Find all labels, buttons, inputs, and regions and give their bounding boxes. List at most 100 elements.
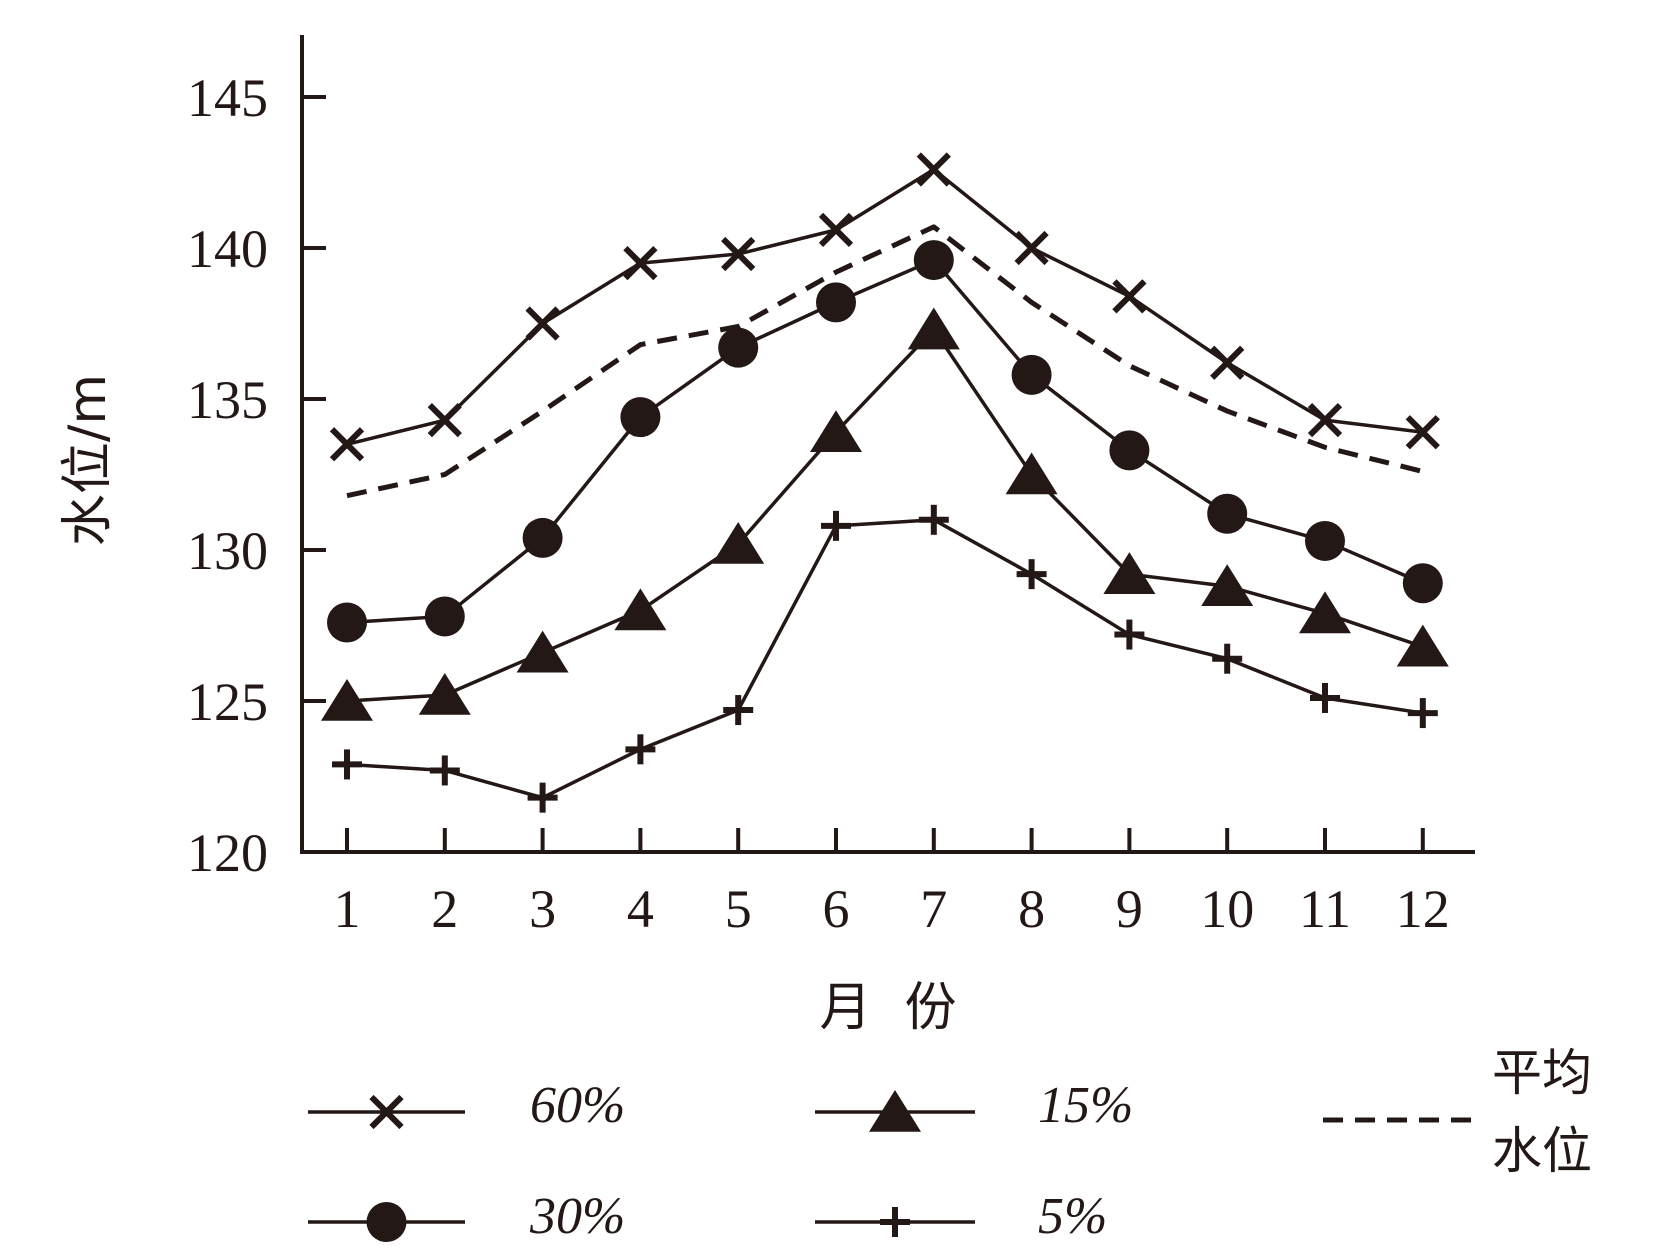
data-point-plus xyxy=(918,504,949,535)
x-marker-stroke xyxy=(1014,230,1049,266)
x-tick-label: 11 xyxy=(1299,879,1351,939)
x-marker-stroke xyxy=(1307,403,1343,438)
data-point-plus xyxy=(723,695,754,726)
data-point-plus xyxy=(1407,698,1438,729)
x-marker-stroke xyxy=(721,236,756,272)
data-point-circle xyxy=(718,327,759,368)
data-point-plus xyxy=(1016,559,1047,590)
data-point-plus xyxy=(332,749,362,780)
data-point-triangle xyxy=(907,307,960,350)
data-point-circle xyxy=(522,517,563,558)
series-line xyxy=(346,518,1424,800)
x-marker-stroke xyxy=(329,427,365,462)
x-marker-stroke xyxy=(623,245,658,281)
x-marker-stroke xyxy=(369,1094,404,1130)
data-point-x xyxy=(525,306,560,341)
series-1 xyxy=(329,152,1440,462)
data-point-plus xyxy=(429,755,460,786)
legend-item-2: 30% xyxy=(308,1188,625,1245)
data-point-plus xyxy=(1114,619,1145,650)
legend-marker-x xyxy=(369,1094,404,1130)
data-point-x xyxy=(1210,345,1245,380)
data-point-plus xyxy=(527,782,558,813)
y-tick-label: 130 xyxy=(187,521,268,581)
series-group xyxy=(321,152,1449,813)
data-point-circle xyxy=(1305,520,1345,561)
x-tick-label: 12 xyxy=(1396,879,1450,939)
x-marker-stroke xyxy=(818,212,854,248)
series-line xyxy=(346,224,1424,499)
x-tick-label: 6 xyxy=(823,879,850,939)
x-tick-label: 3 xyxy=(529,879,556,939)
data-point-x xyxy=(623,245,658,281)
data-point-triangle xyxy=(1103,552,1156,594)
x-tick-label: 10 xyxy=(1200,879,1254,939)
x-tick-label: 5 xyxy=(725,879,752,939)
data-point-triangle xyxy=(1299,591,1351,634)
data-point-circle xyxy=(1011,354,1052,395)
data-point-triangle xyxy=(712,521,765,564)
x-tick-label: 7 xyxy=(920,879,947,939)
data-point-plus xyxy=(1310,682,1340,713)
data-point-x xyxy=(1112,279,1147,314)
data-point-x xyxy=(818,212,854,248)
data-point-plus xyxy=(821,510,851,541)
data-point-circle xyxy=(1207,493,1248,534)
data-point-triangle xyxy=(1005,452,1058,495)
data-point-x xyxy=(721,236,756,272)
legend-item-1: 60% xyxy=(308,1077,625,1134)
data-point-triangle xyxy=(614,588,667,631)
y-tick-label: 120 xyxy=(187,823,268,883)
data-point-plus xyxy=(625,734,656,765)
y-tick-label: 125 xyxy=(187,672,268,732)
x-axis-label: 月 份 xyxy=(819,978,956,1038)
data-point-x xyxy=(329,427,365,462)
legend-marker-plus xyxy=(880,1207,910,1237)
data-point-circle xyxy=(913,240,954,281)
legend-label: 60% xyxy=(530,1077,625,1134)
legend-item-3: 15% xyxy=(815,1077,1133,1134)
legend-marker-circle xyxy=(366,1202,407,1242)
legend-label: 30% xyxy=(529,1188,625,1245)
data-point-x xyxy=(427,403,462,438)
x-marker-stroke xyxy=(1210,345,1245,380)
data-point-plus xyxy=(1212,643,1243,674)
series-3 xyxy=(321,307,1449,721)
series-2 xyxy=(327,240,1443,643)
legend-label-line2: 水位 xyxy=(1492,1122,1592,1180)
data-point-triangle xyxy=(516,630,569,673)
legend-label: 5% xyxy=(1038,1188,1107,1245)
data-point-triangle xyxy=(321,679,373,721)
data-point-circle xyxy=(424,596,465,637)
data-point-triangle xyxy=(1201,564,1254,607)
data-point-x xyxy=(1405,415,1440,450)
data-point-circle xyxy=(620,397,661,438)
x-marker-stroke xyxy=(1405,415,1440,450)
y-tick-label: 145 xyxy=(187,68,268,128)
data-point-circle xyxy=(1402,563,1443,604)
series-5 xyxy=(346,224,1424,499)
x-tick-label: 2 xyxy=(431,879,458,939)
data-point-triangle xyxy=(418,672,471,715)
y-tick-label: 135 xyxy=(187,370,268,430)
data-point-triangle xyxy=(1396,624,1449,667)
data-point-triangle xyxy=(810,410,862,453)
x-marker-stroke xyxy=(1112,279,1147,314)
legend-marker-triangle xyxy=(869,1090,921,1132)
x-tick-label: 4 xyxy=(627,879,654,939)
series-line xyxy=(346,327,1424,703)
series-4 xyxy=(332,504,1438,813)
x-marker-stroke xyxy=(525,306,560,341)
legend-label: 15% xyxy=(1038,1077,1133,1134)
data-point-circle xyxy=(816,282,856,323)
x-tick-label: 8 xyxy=(1018,879,1045,939)
data-point-x xyxy=(916,152,951,187)
data-point-circle xyxy=(327,602,367,643)
x-tick-label: 9 xyxy=(1116,879,1143,939)
y-tick-label: 140 xyxy=(187,219,268,279)
data-point-x xyxy=(1307,403,1343,438)
